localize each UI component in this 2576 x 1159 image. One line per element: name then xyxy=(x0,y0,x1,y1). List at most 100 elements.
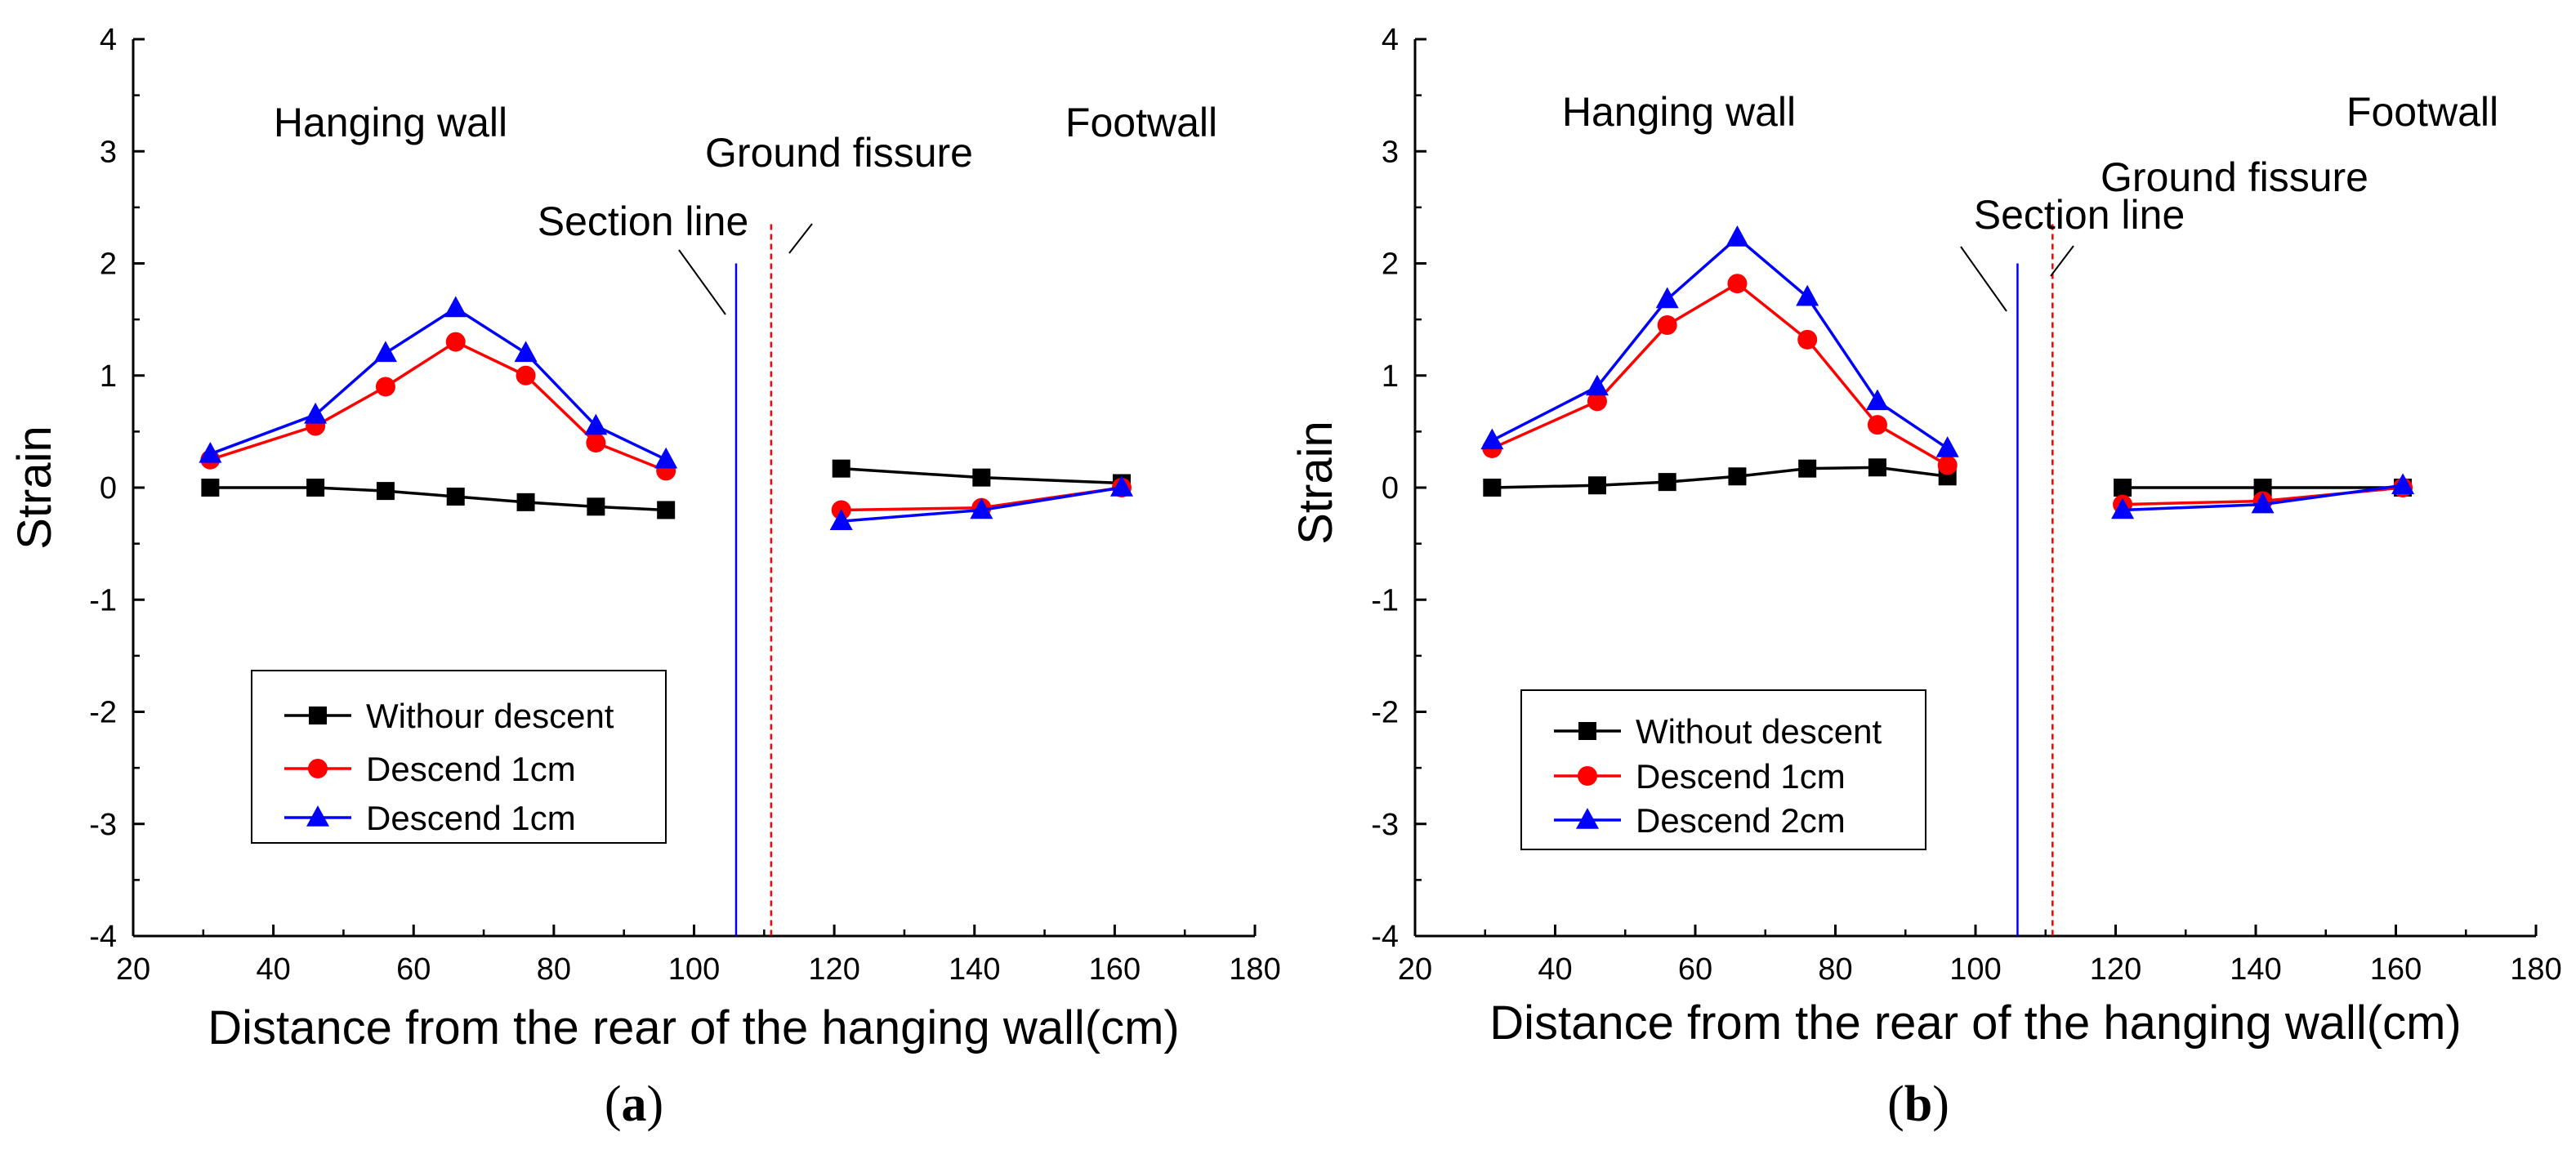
x-tick-label: 80 xyxy=(537,952,571,987)
data-point-triangle xyxy=(970,497,993,519)
y-tick-label: 1 xyxy=(100,359,117,394)
data-point-triangle xyxy=(2391,473,2415,495)
data-point-triangle xyxy=(829,509,853,530)
data-point-square xyxy=(972,468,991,487)
x-axis-title: Distance from the rear of the hanging wa… xyxy=(208,1001,1180,1054)
legend-swatch-marker-1 xyxy=(308,759,328,778)
data-point-circle xyxy=(1797,329,1818,350)
data-point-square xyxy=(201,479,220,497)
y-tick-label: 1 xyxy=(1382,359,1399,394)
x-tick-label: 60 xyxy=(396,952,431,987)
y-tick-label: -2 xyxy=(89,696,117,730)
legend-entry: Descend 1cm xyxy=(1636,757,1846,796)
section-line-leader xyxy=(1960,246,2007,312)
x-tick-label: 80 xyxy=(1818,952,1852,987)
data-point-triangle xyxy=(373,341,397,363)
y-tick-label: 2 xyxy=(1382,247,1399,282)
x-tick-label: 140 xyxy=(949,952,1000,987)
y-tick-label: 0 xyxy=(100,471,117,506)
ground-fissure-leader xyxy=(788,223,813,254)
legend-swatch-marker-2 xyxy=(1576,808,1599,829)
legend-swatch-marker-0 xyxy=(1578,722,1596,740)
x-tick-label: 120 xyxy=(808,952,859,987)
data-point-square xyxy=(657,501,676,519)
x-axis-title: Distance from the rear of the hanging wa… xyxy=(1489,996,2462,1050)
data-point-triangle xyxy=(1865,389,1889,411)
data-point-circle xyxy=(1937,455,1958,475)
panel-label-b: (b) xyxy=(1887,1077,1949,1132)
data-point-triangle xyxy=(654,447,678,469)
data-point-square xyxy=(1798,459,1817,478)
legend-swatch-marker-0 xyxy=(309,707,327,724)
footwall-label: Footwall xyxy=(2346,89,2498,135)
data-point-square xyxy=(2114,479,2132,497)
hanging-wall-label: Hanging wall xyxy=(274,100,507,145)
data-point-triangle xyxy=(2111,497,2135,519)
y-axis-title: Strain xyxy=(8,426,61,550)
y-axis-title: Strain xyxy=(1289,421,1342,545)
x-tick-label: 180 xyxy=(2510,952,2561,987)
data-point-square xyxy=(2253,479,2272,497)
series-line-1 xyxy=(1491,282,1949,467)
y-tick-label: -1 xyxy=(89,583,117,617)
x-tick-label: 160 xyxy=(1089,952,1141,987)
legend-entry: Withour descent xyxy=(366,697,614,735)
data-point-square xyxy=(1728,467,1747,486)
data-point-square xyxy=(1587,476,1606,495)
y-tick-label: 3 xyxy=(100,135,117,169)
x-tick-label: 100 xyxy=(1949,952,2001,987)
data-point-circle xyxy=(516,365,536,386)
legend-entry: Descend 2cm xyxy=(1636,801,1846,840)
y-tick-label: 0 xyxy=(1382,471,1399,506)
section-line-label: Section line xyxy=(538,198,749,244)
data-point-triangle xyxy=(1726,225,1749,247)
y-tick-label: -4 xyxy=(89,920,117,954)
x-tick-label: 40 xyxy=(256,952,290,987)
ground-fissure-leader xyxy=(2050,245,2074,277)
x-tick-label: 100 xyxy=(668,952,720,987)
data-point-triangle xyxy=(1796,284,1819,306)
data-point-square xyxy=(1868,458,1886,477)
x-tick-label: 20 xyxy=(1398,952,1432,987)
y-tick-label: 4 xyxy=(100,23,117,57)
y-tick-label: 3 xyxy=(1382,135,1399,169)
panel-label-a: (a) xyxy=(605,1077,663,1132)
hanging-wall-label: Hanging wall xyxy=(1562,89,1796,135)
data-point-circle xyxy=(1867,415,1887,435)
section-line-leader xyxy=(678,249,726,315)
data-point-triangle xyxy=(444,296,467,318)
legend-entry: Descend 1cm xyxy=(366,799,576,837)
chart-panel-a: 20 40 60 80 100 120 140 160 180 -4 -3 -2 -1 0 1 2 3 4 Dist… xyxy=(8,23,1281,1132)
data-point-triangle xyxy=(2251,492,2275,514)
legend-entry: Descend 1cm xyxy=(366,750,576,788)
data-point-triangle xyxy=(1655,287,1679,309)
x-tick-label: 140 xyxy=(2230,952,2281,987)
section-line-label: Section line xyxy=(1974,192,2185,238)
data-point-triangle xyxy=(1480,428,1504,450)
y-tick-label: -3 xyxy=(89,808,117,842)
legend-entry: Without descent xyxy=(1636,712,1882,751)
x-tick-label: 20 xyxy=(116,952,150,987)
data-point-circle xyxy=(375,377,395,397)
data-point-triangle xyxy=(584,413,608,435)
data-point-triangle xyxy=(1109,475,1133,497)
x-tick-label: 120 xyxy=(2090,952,2141,987)
data-point-square xyxy=(1658,473,1676,492)
data-point-triangle xyxy=(514,341,538,363)
x-tick-label: 40 xyxy=(1538,952,1572,987)
data-point-circle xyxy=(1587,391,1607,412)
data-point-circle xyxy=(1657,314,1677,335)
x-tick-label: 60 xyxy=(1678,952,1712,987)
y-tick-label: -2 xyxy=(1371,696,1399,730)
data-point-square xyxy=(1483,479,1502,497)
data-point-circle xyxy=(445,332,466,352)
data-point-circle xyxy=(586,433,606,453)
y-tick-label: 4 xyxy=(1382,23,1399,57)
x-tick-label: 160 xyxy=(2370,952,2422,987)
y-tick-label: -4 xyxy=(1371,920,1399,954)
x-tick-label: 180 xyxy=(1229,952,1280,987)
y-tick-label: -3 xyxy=(1371,808,1399,842)
data-point-square xyxy=(516,493,535,511)
legend-swatch-marker-2 xyxy=(306,805,329,827)
